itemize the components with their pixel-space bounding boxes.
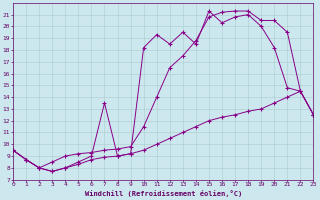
X-axis label: Windchill (Refroidissement éolien,°C): Windchill (Refroidissement éolien,°C) xyxy=(84,190,242,197)
